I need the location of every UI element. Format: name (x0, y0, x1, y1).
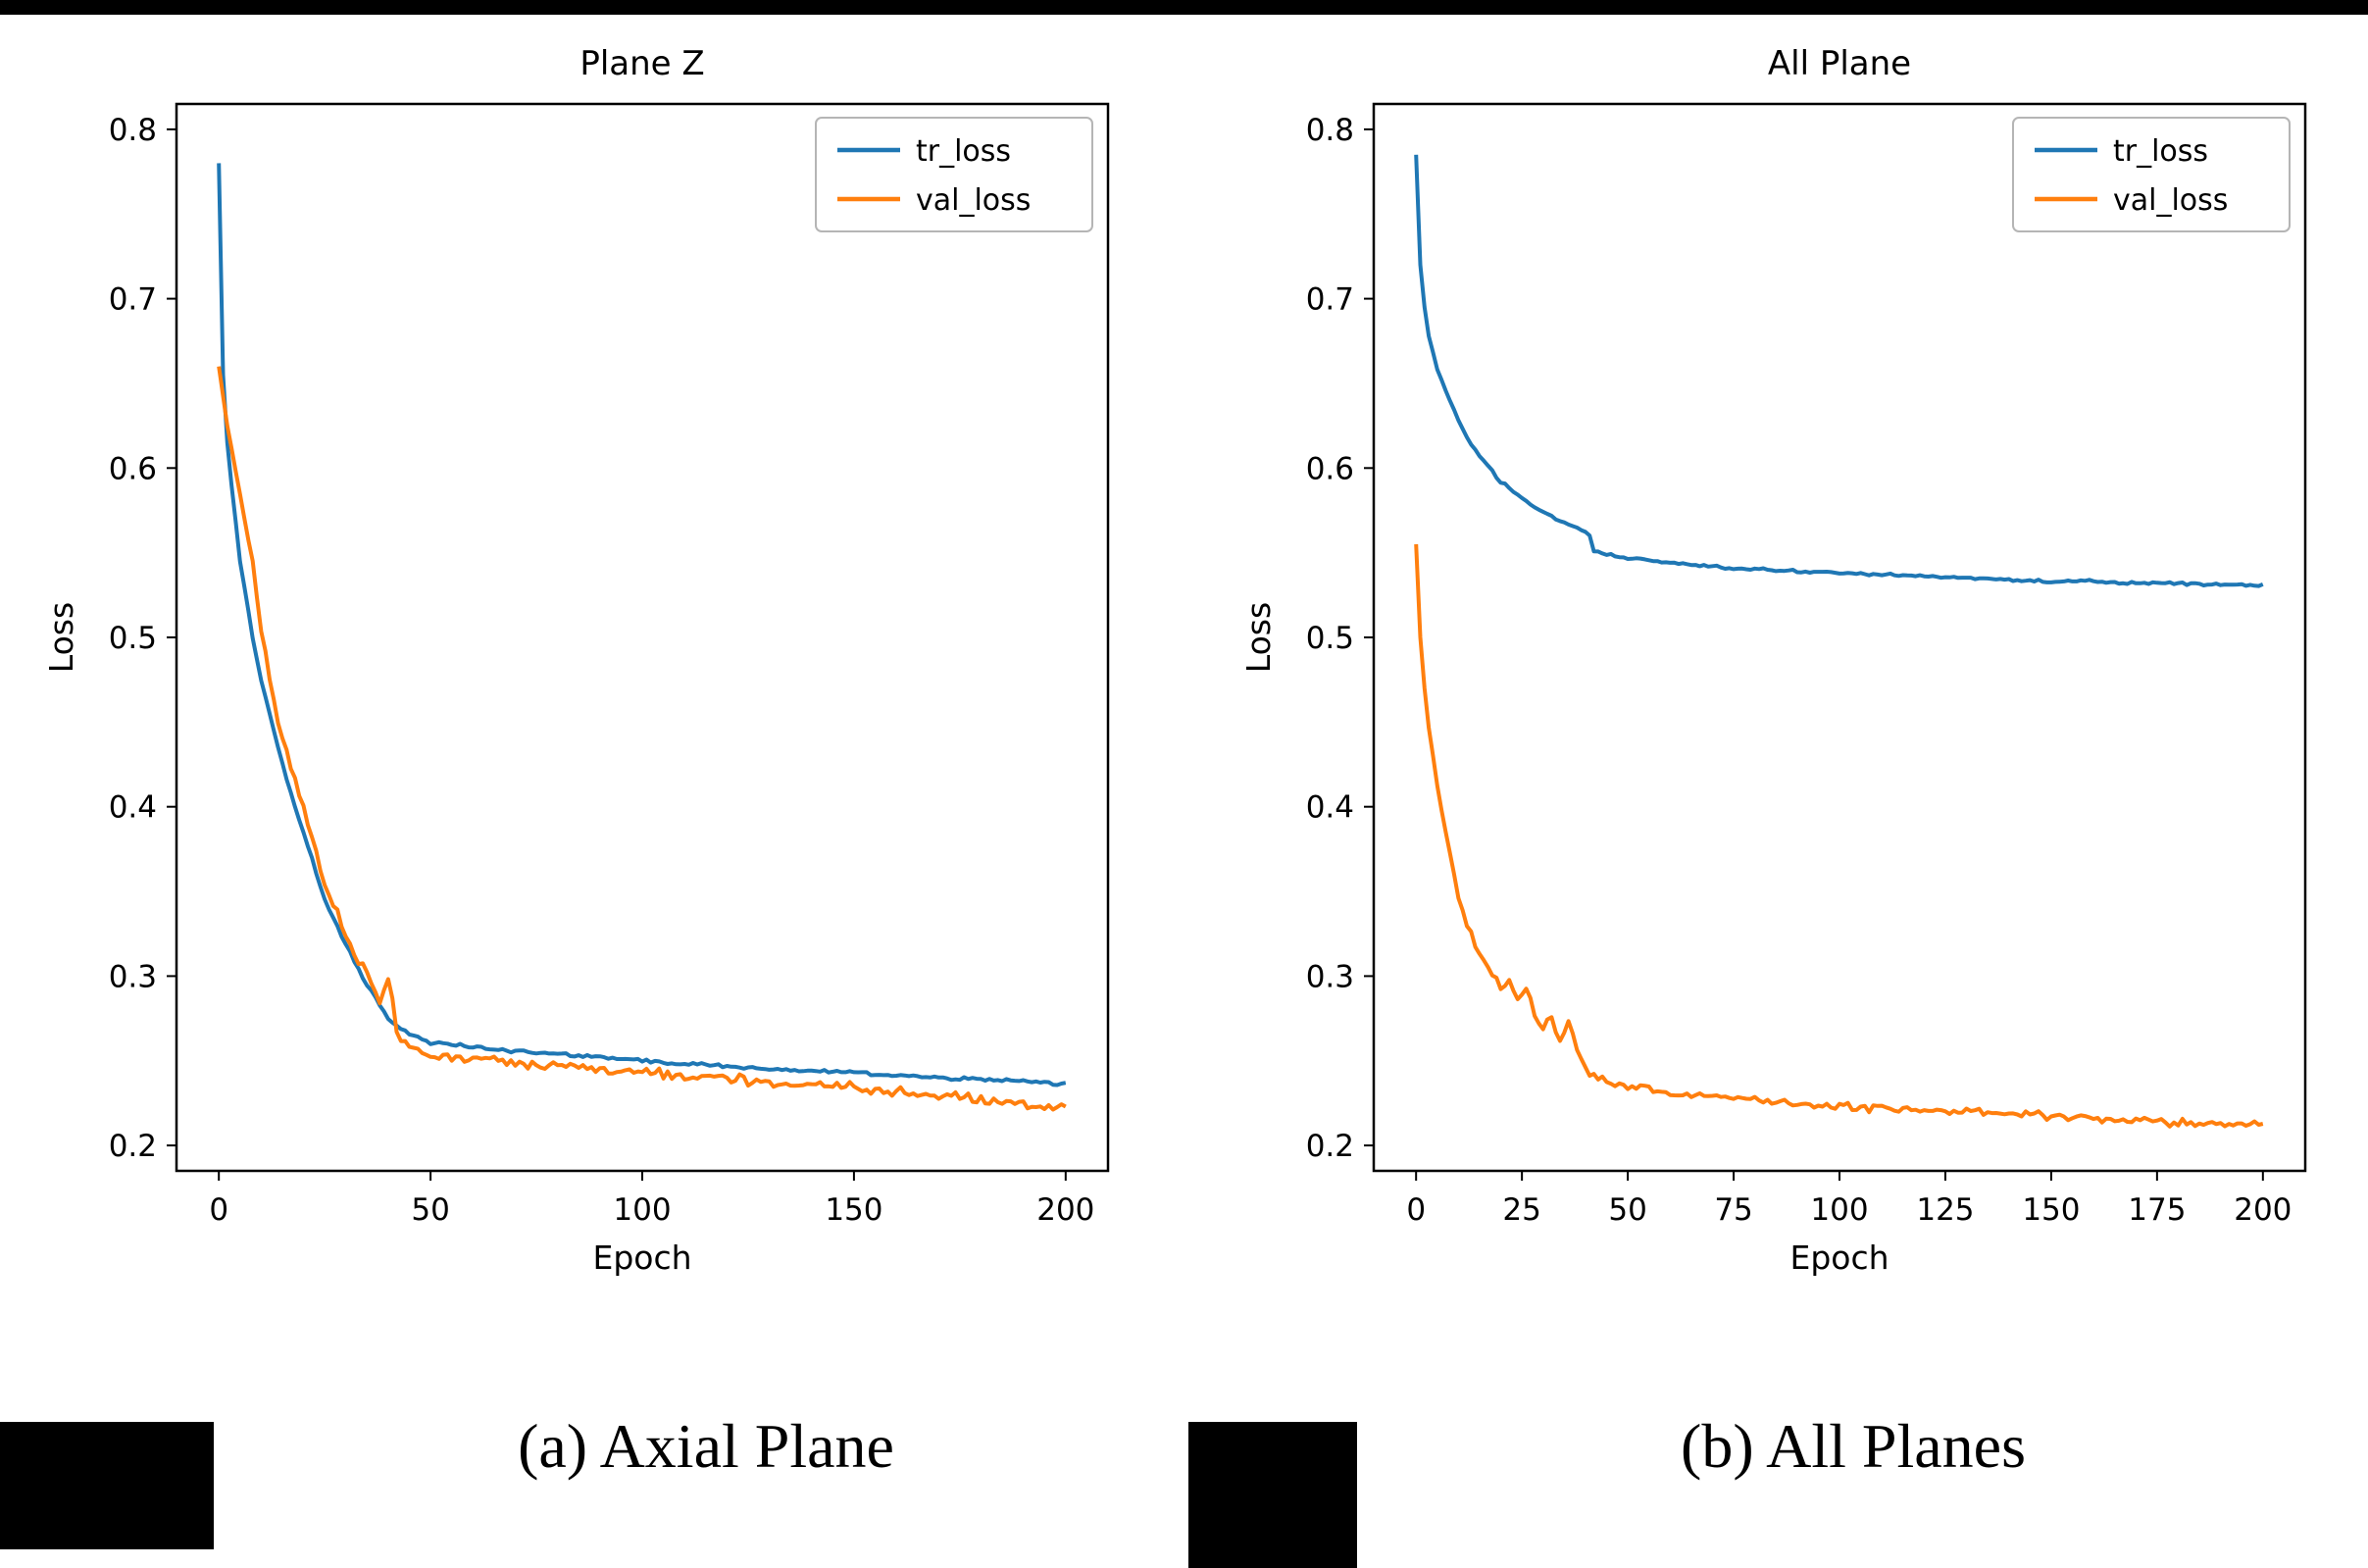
caption-axial-plane: (a) Axial Plane (518, 1411, 894, 1481)
x-tick-label: 100 (613, 1192, 671, 1228)
plot-border (1372, 102, 2307, 1173)
y-tick-label: 0.6 (109, 451, 157, 486)
legend-label-val_loss: val_loss (2113, 183, 2228, 218)
x-tick-label: 200 (2234, 1192, 2292, 1228)
y-tick-label: 0.2 (109, 1129, 157, 1164)
x-tick-label: 150 (825, 1192, 882, 1228)
decorative-black-block-middle (1188, 1422, 1357, 1568)
x-tick-label: 75 (1714, 1192, 1752, 1228)
x-tick-label: 25 (1502, 1192, 1540, 1228)
x-axis-label: Epoch (592, 1239, 691, 1277)
y-axis-label: Loss (42, 602, 80, 673)
legend-label-tr_loss: tr_loss (916, 134, 1011, 169)
charts-row: 0 50 100 150 200 0.2 0.3 0.4 0.5 0.6 0.7 0.8 Plane Z… (0, 22, 2368, 1326)
y-tick-label: 0.2 (1306, 1129, 1354, 1164)
x-tick-label: 200 (1036, 1192, 1094, 1228)
y-tick-label: 0.7 (1306, 282, 1354, 318)
axis-ticks: 0 50 100 150 200 0.2 0.3 0.4 0.5 0.6 0.7 0.8 (109, 113, 1095, 1228)
series-val_loss (1414, 543, 2264, 1129)
x-tick-label: 150 (2022, 1192, 2080, 1228)
series-val_loss (217, 366, 1067, 1112)
series-tr_loss (1414, 154, 2264, 588)
x-tick-label: 0 (1406, 1192, 1426, 1228)
legend-label-tr_loss: tr_loss (2113, 134, 2208, 169)
y-axis-label: Loss (1239, 602, 1278, 673)
caption-row: (a) Axial Plane (b) All Planes (0, 1371, 2368, 1568)
x-tick-label: 100 (1810, 1192, 1868, 1228)
y-tick-label: 0.8 (1306, 113, 1354, 148)
x-tick-label: 125 (1916, 1192, 1974, 1228)
legend: tr_loss val_loss (2012, 117, 2291, 232)
x-axis-label: Epoch (1789, 1239, 1889, 1277)
y-tick-label: 0.7 (109, 282, 157, 318)
decorative-black-block-left (0, 1422, 214, 1549)
x-tick-label: 0 (209, 1192, 228, 1228)
loss-chart-all-planes: 0 25 50 75 100 125 150 175 200 0.2 0.3 0.4 0.5 0.6 0.7… (1219, 22, 2346, 1326)
y-tick-label: 0.8 (109, 113, 157, 148)
plot-border (175, 102, 1110, 1173)
legend: tr_loss val_loss (815, 117, 1093, 232)
y-tick-label: 0.3 (1306, 959, 1354, 994)
series-tr_loss (217, 163, 1067, 1087)
x-tick-label: 50 (411, 1192, 449, 1228)
y-tick-label: 0.5 (1306, 621, 1354, 656)
caption-all-planes: (b) All Planes (1681, 1411, 2026, 1481)
y-tick-label: 0.4 (109, 790, 157, 826)
y-tick-label: 0.6 (1306, 451, 1354, 486)
y-tick-label: 0.5 (109, 621, 157, 656)
axis-ticks: 0 25 50 75 100 125 150 175 200 0.2 0.3 0.4 0.5 0.6 0.7… (1306, 113, 2292, 1228)
y-tick-label: 0.3 (109, 959, 157, 994)
top-border-bar (0, 0, 2368, 15)
x-tick-label: 50 (1608, 1192, 1646, 1228)
chart-title: All Plane (1768, 44, 1911, 83)
x-tick-label: 175 (2128, 1192, 2186, 1228)
loss-chart-axial-plane: 0 50 100 150 200 0.2 0.3 0.4 0.5 0.6 0.7 0.8 Plane Z… (22, 22, 1149, 1326)
legend-label-val_loss: val_loss (916, 183, 1031, 218)
y-tick-label: 0.4 (1306, 790, 1354, 826)
chart-title: Plane Z (579, 44, 704, 83)
